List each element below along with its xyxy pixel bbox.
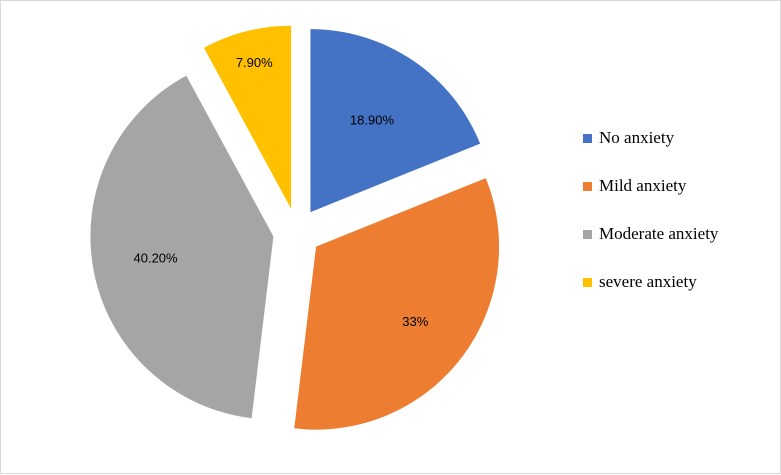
data-label-no-anxiety: 18.90% [350,112,395,127]
legend-item-severe-anxiety: severe anxiety [583,258,718,306]
pie-slice-severe-anxiety [203,25,292,209]
pie-slice-mild-anxiety [294,178,500,430]
legend: No anxiety Mild anxiety Moderate anxiety… [583,114,718,306]
legend-label: Mild anxiety [599,176,687,195]
data-label-mild-anxiety: 33% [402,314,428,329]
legend-swatch [583,229,592,239]
data-label-severe-anxiety: 7.90% [236,55,273,70]
legend-swatch [583,181,592,191]
legend-item-moderate-anxiety: Moderate anxiety [583,210,718,258]
data-label-moderate-anxiety: 40.20% [134,250,179,265]
legend-label: No anxiety [599,128,675,147]
legend-label: severe anxiety [599,272,697,291]
legend-swatch [583,133,592,143]
legend-item-no-anxiety: No anxiety [583,114,718,162]
pie-data-labels: 18.90% 33% 40.20% 7.90% [134,55,429,329]
legend-item-mild-anxiety: Mild anxiety [583,162,718,210]
pie-slice-moderate-anxiety [90,75,274,419]
legend-swatch [583,277,592,287]
pie-slice-no-anxiety [310,29,481,213]
pie-slices [90,25,500,430]
legend-label: Moderate anxiety [599,224,719,243]
